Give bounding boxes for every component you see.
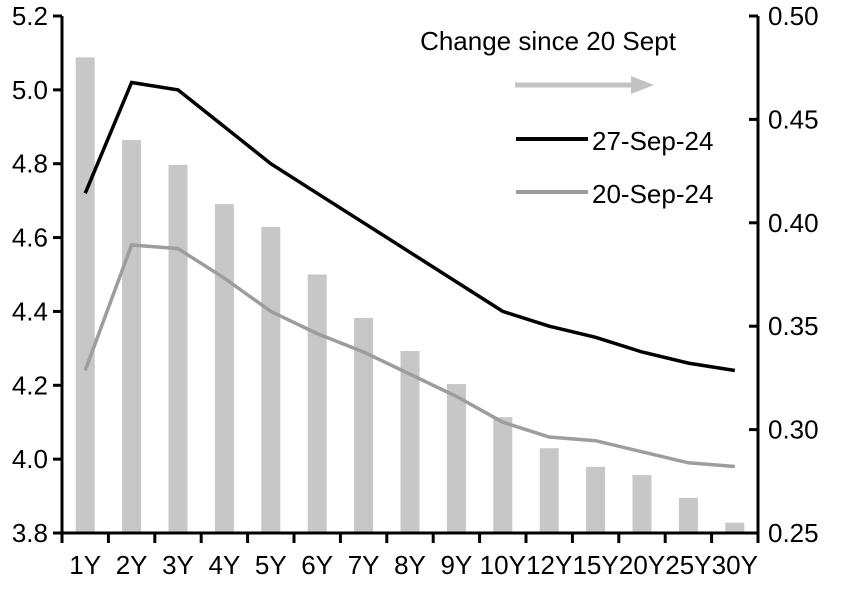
bar-2Y [122, 140, 142, 533]
x-label-6Y: 6Y [301, 550, 333, 580]
x-label-2Y: 2Y [116, 550, 148, 580]
bar-9Y [446, 384, 466, 533]
bar-8Y [400, 351, 420, 533]
x-label-4Y: 4Y [208, 550, 240, 580]
left-tick-label: 5.0 [12, 75, 48, 105]
bar-5Y [261, 226, 281, 533]
bar-20Y [632, 475, 652, 533]
x-label-30Y: 30Y [712, 550, 758, 580]
x-label-7Y: 7Y [348, 550, 380, 580]
bar-15Y [586, 466, 606, 533]
left-tick-label: 4.4 [12, 296, 48, 326]
right-tick-label: 0.50 [768, 1, 819, 31]
bar-3Y [168, 164, 188, 533]
right-tick-label: 0.35 [768, 311, 819, 341]
x-label-25Y: 25Y [665, 550, 711, 580]
bar-1Y [75, 57, 95, 534]
right-tick-label: 0.25 [768, 518, 819, 548]
right-tick-label: 0.40 [768, 208, 819, 238]
line-20-sep-24 [83, 243, 735, 469]
x-label-10Y: 10Y [480, 550, 526, 580]
left-tick-label: 4.8 [12, 149, 48, 179]
left-tick-label: 4.2 [12, 370, 48, 400]
x-label-20Y: 20Y [619, 550, 665, 580]
bar-10Y [493, 417, 513, 533]
left-tick-label: 5.2 [12, 1, 48, 31]
left-tick-label: 4.6 [12, 223, 48, 253]
bar-25Y [678, 497, 698, 533]
x-label-5Y: 5Y [255, 550, 287, 580]
bar-30Y [725, 522, 745, 533]
x-label-9Y: 9Y [440, 550, 472, 580]
x-label-12Y: 12Y [526, 550, 572, 580]
bar-12Y [539, 448, 559, 533]
left-tick-label: 3.8 [12, 518, 48, 548]
right-tick-label: 0.45 [768, 104, 819, 134]
right-tick-label: 0.30 [768, 415, 819, 445]
bar-7Y [354, 317, 374, 533]
bar-6Y [307, 274, 327, 533]
x-label-3Y: 3Y [162, 550, 194, 580]
x-label-1Y: 1Y [69, 550, 101, 580]
x-label-15Y: 15Y [572, 550, 618, 580]
line-27-sep-24 [83, 80, 736, 373]
x-label-8Y: 8Y [394, 550, 426, 580]
bar-4Y [214, 204, 234, 534]
left-tick-label: 4.0 [12, 444, 48, 474]
